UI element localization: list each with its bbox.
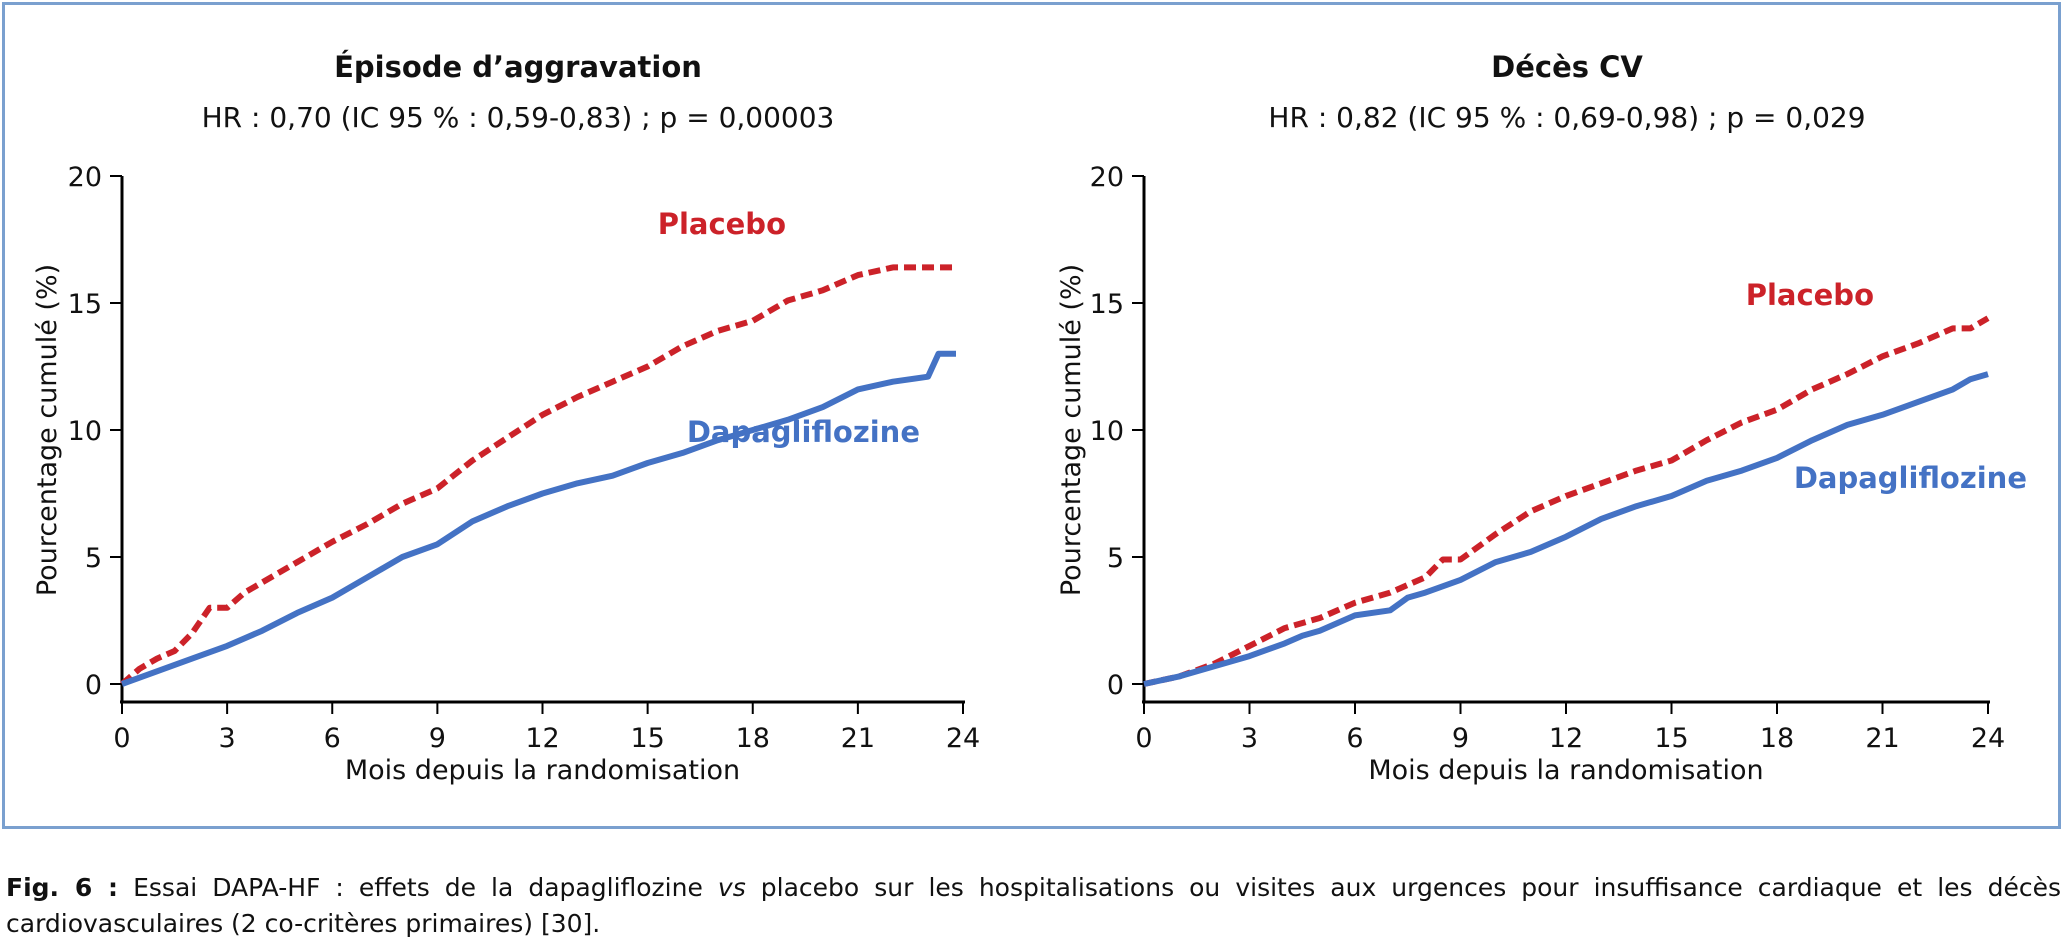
chart1-x-tick-label: 3 xyxy=(219,723,236,754)
chart2-x-tick-label: 6 xyxy=(1346,723,1363,754)
chart2-y-tick-label: 10 xyxy=(1090,416,1124,447)
chart2-series-label-dapagliflozine: Dapagliflozine xyxy=(1794,461,2027,495)
caption-text-after: placebo sur les hospitalisations ou visi… xyxy=(6,873,2062,938)
chart1-x-tick-label: 21 xyxy=(841,723,875,754)
chart2-x-tick-label: 3 xyxy=(1241,723,1258,754)
chart1-y-tick-label: 5 xyxy=(85,543,102,574)
chart2-series-label-placebo: Placebo xyxy=(1746,278,1874,312)
chart2-x-tick-label: 15 xyxy=(1654,723,1688,754)
chart2-y-axis-label: Pourcentage cumulé (%) xyxy=(1056,264,1087,596)
figure-caption: Fig. 6 : Essai DAPA-HF : effets de la da… xyxy=(6,870,2061,942)
caption-label: Fig. 6 : xyxy=(6,873,119,902)
chart1-y-tick-label: 0 xyxy=(85,670,102,701)
chart1-x-axis-label: Mois depuis la randomisation xyxy=(345,755,740,786)
chart2-x-tick-label: 9 xyxy=(1452,723,1469,754)
chart1-series-label-placebo: Placebo xyxy=(658,207,786,241)
chart2-subtitle: HR : 0,82 (IC 95 % : 0,69-0,98) ; p = 0,… xyxy=(1268,101,1865,134)
chart2-x-tick-label: 12 xyxy=(1549,723,1583,754)
chart1-y-tick-label: 15 xyxy=(68,289,102,320)
chart2-y-tick-label: 0 xyxy=(1107,670,1124,701)
figure-frame xyxy=(2,2,2061,829)
chart2-series-dapagliflozine xyxy=(1143,371,1989,687)
chart1-y-axis-label: Pourcentage cumulé (%) xyxy=(32,264,63,596)
caption-italic: vs xyxy=(717,873,746,902)
chart1-series-dapagliflozine xyxy=(120,350,956,687)
chart1-series-placebo xyxy=(120,264,956,687)
caption-text-before: Essai DAPA-HF : effets de la dapaglifloz… xyxy=(118,873,718,902)
chart1-subtitle: HR : 0,70 (IC 95 % : 0,59-0,83) ; p = 0,… xyxy=(202,101,835,134)
charts-area: Épisode d’aggravation HR : 0,70 (IC 95 % … xyxy=(32,50,2027,786)
chart2-x-axis-label: Mois depuis la randomisation xyxy=(1368,755,1763,786)
chart1-y-tick-label: 20 xyxy=(68,162,102,193)
chart2-x-tick-label: 0 xyxy=(1135,723,1152,754)
chart1-x-tick-label: 6 xyxy=(324,723,341,754)
chart1-series-label-dapagliflozine: Dapagliflozine xyxy=(687,415,920,449)
chart2-y-tick-label: 5 xyxy=(1107,543,1124,574)
chart2-y-tick-label: 15 xyxy=(1090,289,1124,320)
chart2-y-tick-label: 20 xyxy=(1090,162,1124,193)
chart1-y-tick-label: 10 xyxy=(68,416,102,447)
chart2-x-tick-label: 18 xyxy=(1760,723,1794,754)
chart1-x-tick-label: 18 xyxy=(736,723,770,754)
chart1-title: Épisode d’aggravation xyxy=(334,50,702,84)
chart1-x-tick-label: 9 xyxy=(429,723,446,754)
chart2-x-tick-label: 21 xyxy=(1865,723,1899,754)
chart2-series-placebo xyxy=(1143,315,1990,687)
chart1-x-tick-label: 15 xyxy=(630,723,664,754)
chart1-x-tick-label: 0 xyxy=(113,723,130,754)
chart2-title: Décès CV xyxy=(1491,50,1643,84)
chart2-x-tick-label: 24 xyxy=(1971,723,2005,754)
chart1-x-tick-label: 24 xyxy=(946,723,980,754)
chart1-x-tick-label: 12 xyxy=(525,723,559,754)
